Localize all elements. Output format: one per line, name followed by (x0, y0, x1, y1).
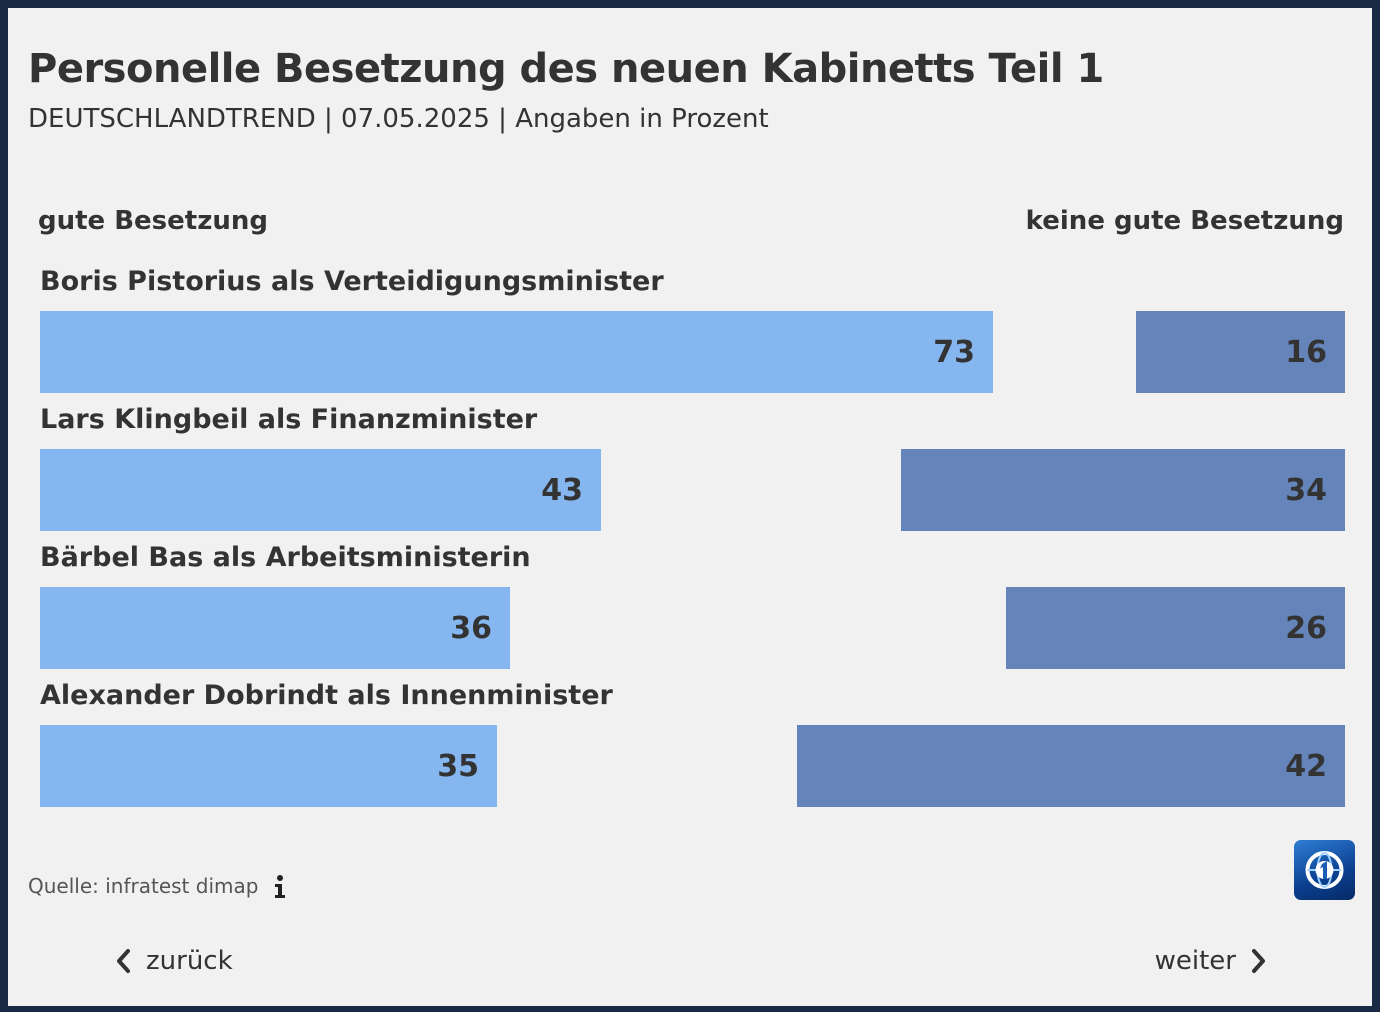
bar-good-value: 36 (450, 610, 492, 646)
legend-bad: keine gute Besetzung (1025, 206, 1344, 236)
back-button[interactable]: zurück (114, 946, 233, 976)
bar-bad-value: 42 (1285, 748, 1327, 784)
bar-good: 43 (40, 449, 601, 531)
bar-bad-value: 34 (1285, 472, 1327, 508)
tagesschau-logo-icon (1294, 840, 1355, 900)
bar-bad-value: 26 (1285, 610, 1327, 646)
category-label: Bärbel Bas als Arbeitsministerin (40, 542, 531, 573)
bar-bad: 26 (1006, 587, 1345, 669)
bar-good-value: 43 (541, 472, 583, 508)
bar-good: 36 (40, 587, 510, 669)
bar-good-value: 35 (437, 748, 479, 784)
back-label: zurück (146, 946, 233, 976)
bar-good-value: 73 (933, 334, 975, 370)
chevron-right-icon (1252, 949, 1265, 973)
bar-bad: 16 (1136, 311, 1345, 393)
source-text: Quelle: infratest dimap (28, 874, 259, 898)
category-label: Lars Klingbeil als Finanzminister (40, 404, 538, 435)
bar-good: 73 (40, 311, 993, 393)
legend-good: gute Besetzung (38, 206, 268, 236)
next-button[interactable]: weiter (1155, 946, 1268, 976)
chevron-left-icon (117, 949, 130, 973)
next-label: weiter (1154, 946, 1236, 976)
chart-title: Personelle Besetzung des neuen Kabinetts… (28, 46, 1104, 92)
bar-bad: 42 (797, 725, 1345, 807)
category-label: Boris Pistorius als Verteidigungsministe… (40, 266, 664, 297)
chart-frame: Personelle Besetzung des neuen Kabinetts… (8, 8, 1372, 1006)
chart-subtitle: DEUTSCHLANDTREND | 07.05.2025 | Angaben … (28, 104, 769, 134)
info-icon[interactable] (271, 874, 289, 900)
bar-good: 35 (40, 725, 497, 807)
category-label: Alexander Dobrindt als Innenminister (40, 680, 613, 711)
bar-bad: 34 (901, 449, 1345, 531)
bar-bad-value: 16 (1285, 334, 1327, 370)
